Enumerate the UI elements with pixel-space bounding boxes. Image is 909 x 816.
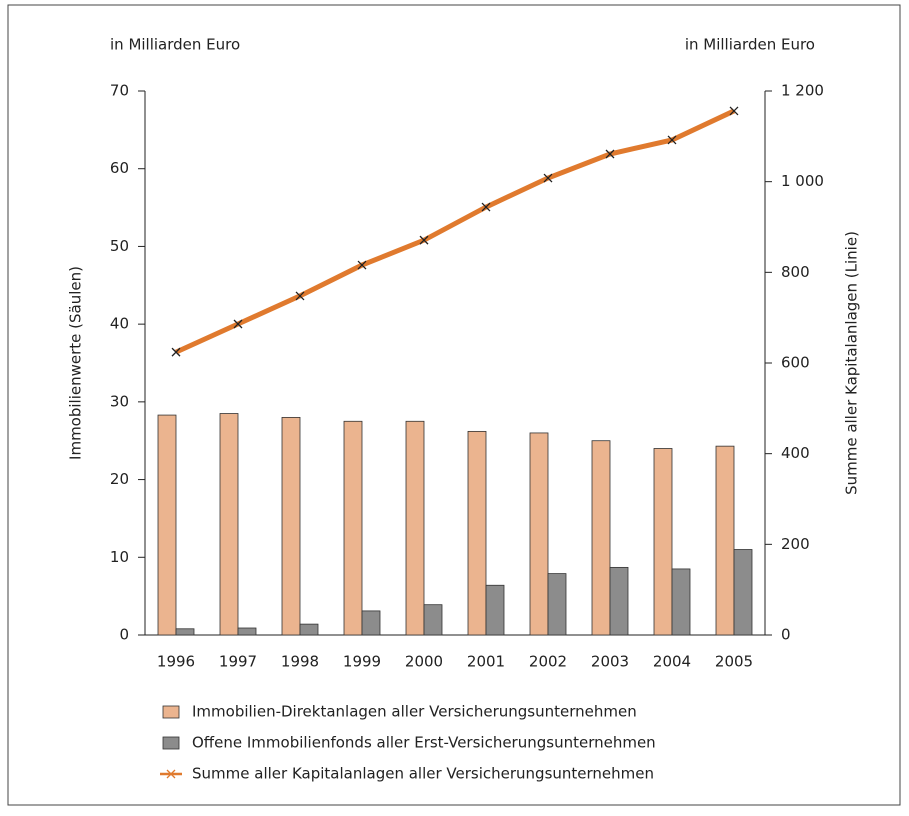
y2-tick-label: 200 bbox=[781, 535, 810, 553]
y2-tick-label: 400 bbox=[781, 444, 810, 462]
y-tick-label: 50 bbox=[110, 237, 129, 255]
marker bbox=[481, 202, 491, 212]
marker bbox=[605, 149, 615, 159]
y-tick-label: 0 bbox=[119, 626, 129, 644]
line bbox=[174, 108, 736, 355]
x-tick-label: 2002 bbox=[529, 653, 567, 671]
y2-tick-label: 1 000 bbox=[781, 172, 824, 190]
y-tick-label: 20 bbox=[110, 470, 129, 488]
y2-tick-label: 600 bbox=[781, 354, 810, 372]
bar bbox=[653, 448, 673, 636]
bar bbox=[281, 416, 301, 636]
bar bbox=[175, 628, 195, 636]
y2-tick-label: 1 200 bbox=[781, 82, 824, 100]
bar bbox=[343, 420, 363, 636]
bar bbox=[715, 445, 735, 636]
bar bbox=[529, 432, 549, 636]
x-tick-label: 1997 bbox=[219, 653, 257, 671]
bar bbox=[237, 627, 257, 636]
bar bbox=[609, 566, 629, 636]
bar bbox=[591, 440, 611, 636]
legend-swatch bbox=[162, 736, 180, 750]
y-tick-label: 30 bbox=[110, 392, 129, 410]
x-tick-label: 2000 bbox=[405, 653, 443, 671]
unit-left: in Milliarden Euro bbox=[110, 36, 240, 54]
x-tick-label: 2003 bbox=[591, 653, 629, 671]
y-tick-label: 70 bbox=[110, 82, 129, 100]
legend-label: Immobilien-Direktanlagen aller Versicher… bbox=[192, 703, 637, 721]
x-tick-label: 2001 bbox=[467, 653, 505, 671]
x-tick-label: 1999 bbox=[343, 653, 381, 671]
bar bbox=[299, 623, 319, 636]
bar bbox=[733, 549, 753, 636]
y-tick-label: 40 bbox=[110, 315, 129, 333]
marker bbox=[233, 319, 243, 329]
legend-label: Offene Immobilienfonds aller Erst-Versic… bbox=[192, 734, 656, 752]
bar bbox=[361, 610, 381, 636]
marker bbox=[171, 347, 181, 357]
x-tick-label: 1998 bbox=[281, 653, 319, 671]
marker bbox=[667, 135, 677, 145]
bar bbox=[219, 413, 239, 636]
legend-label: Summe aller Kapitalanlagen aller Versich… bbox=[192, 765, 654, 783]
bar bbox=[157, 414, 177, 636]
marker bbox=[729, 106, 739, 116]
y-axis-label: Immobilienwerte (Säulen) bbox=[67, 266, 85, 460]
y2-axis-label: Summe aller Kapitalanlagen (Linie) bbox=[843, 231, 861, 495]
bar bbox=[485, 584, 505, 636]
x-tick-label: 2005 bbox=[715, 653, 753, 671]
marker bbox=[543, 173, 553, 183]
bar bbox=[467, 430, 487, 636]
bar bbox=[423, 604, 443, 636]
y-tick-label: 60 bbox=[110, 159, 129, 177]
bar bbox=[547, 573, 567, 636]
legend-swatch bbox=[162, 705, 180, 719]
marker bbox=[357, 260, 367, 270]
y2-tick-label: 0 bbox=[781, 626, 791, 644]
bar bbox=[671, 568, 691, 636]
bar bbox=[405, 420, 425, 636]
y-tick-label: 10 bbox=[110, 548, 129, 566]
unit-right: in Milliarden Euro bbox=[685, 36, 815, 54]
marker bbox=[295, 291, 305, 301]
x-tick-label: 2004 bbox=[653, 653, 691, 671]
legend-marker bbox=[166, 769, 176, 779]
marker bbox=[419, 235, 429, 245]
y2-tick-label: 800 bbox=[781, 263, 810, 281]
frame bbox=[7, 4, 901, 806]
x-tick-label: 1996 bbox=[157, 653, 195, 671]
